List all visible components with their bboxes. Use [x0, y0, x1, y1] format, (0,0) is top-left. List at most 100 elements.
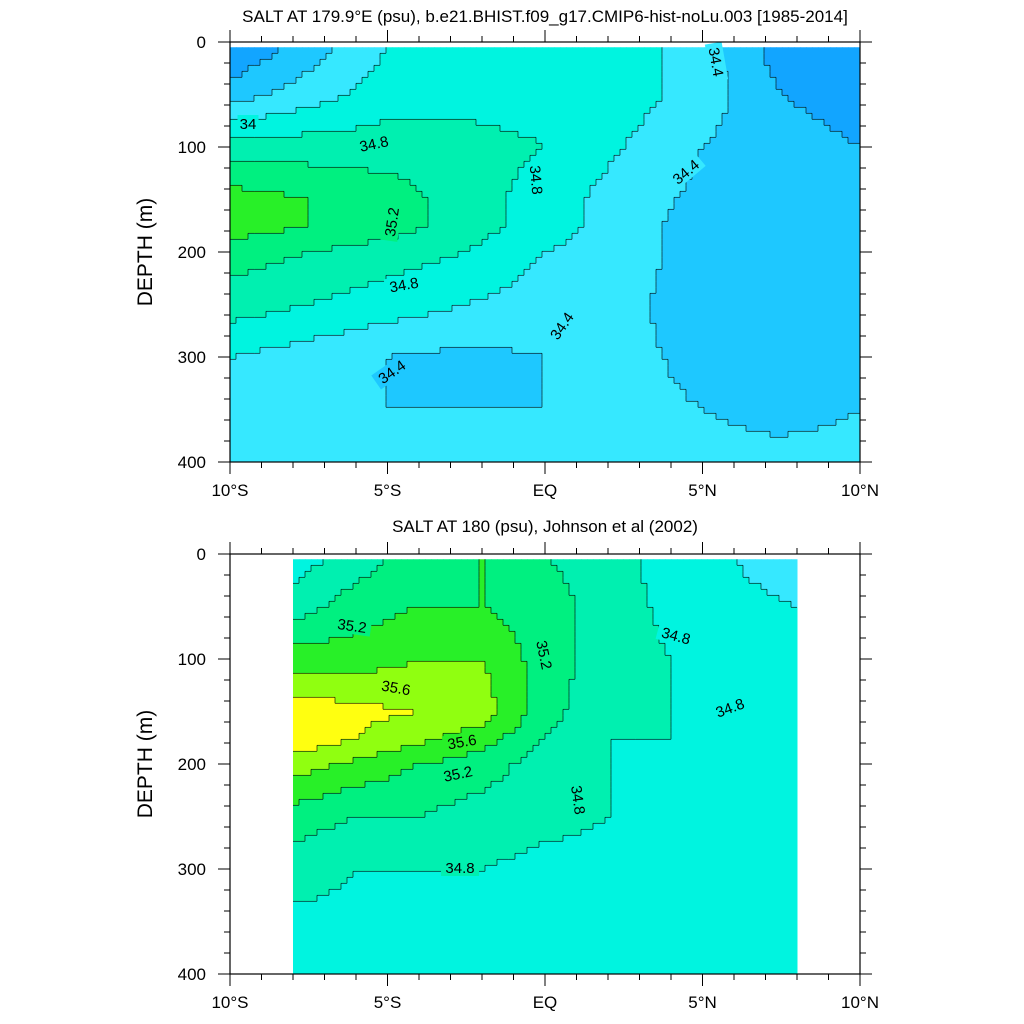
salinity-cell — [578, 293, 585, 300]
salinity-cell — [626, 215, 633, 222]
salinity-cell — [542, 209, 549, 216]
salinity-cell — [656, 197, 663, 204]
salinity-cell — [848, 251, 855, 258]
salinity-cell — [260, 221, 267, 228]
salinity-cell — [770, 221, 777, 228]
salinity-cell — [470, 191, 477, 198]
salinity-cell — [500, 101, 507, 108]
salinity-cell — [752, 137, 759, 144]
salinity-cell — [620, 275, 627, 282]
salinity-cell — [674, 107, 681, 114]
salinity-cell — [644, 125, 651, 132]
salinity-cell — [314, 203, 321, 210]
salinity-cell — [794, 53, 801, 60]
salinity-cell — [776, 83, 783, 90]
salinity-cell — [818, 131, 825, 138]
salinity-cell — [722, 263, 729, 270]
salinity-cell — [716, 233, 723, 240]
salinity-cell — [296, 77, 303, 84]
salinity-cell — [242, 71, 249, 78]
salinity-cell — [272, 77, 279, 84]
salinity-cell — [602, 197, 609, 204]
salinity-cell — [506, 293, 513, 300]
salinity-cell — [530, 119, 537, 126]
salinity-cell — [446, 65, 453, 72]
salinity-cell — [296, 287, 303, 294]
salinity-cell — [482, 251, 489, 258]
salinity-cell — [590, 233, 597, 240]
salinity-cell — [422, 89, 429, 96]
salinity-cell — [314, 245, 321, 252]
salinity-cell — [524, 323, 531, 330]
salinity-cell — [704, 281, 711, 288]
salinity-cell — [422, 77, 429, 84]
salinity-cell — [548, 227, 555, 234]
salinity-cell — [722, 53, 729, 60]
salinity-cell — [338, 257, 345, 264]
salinity-cell — [788, 323, 795, 330]
salinity-cell — [746, 167, 753, 174]
salinity-cell — [296, 131, 303, 138]
salinity-cell — [638, 83, 645, 90]
salinity-cell — [680, 239, 687, 246]
salinity-cell — [386, 155, 393, 162]
salinity-cell — [434, 125, 441, 132]
salinity-cell — [590, 227, 597, 234]
salinity-cell — [260, 137, 267, 144]
salinity-cell — [512, 107, 519, 114]
salinity-cell — [692, 149, 699, 156]
salinity-cell — [428, 149, 435, 156]
salinity-cell — [428, 161, 435, 168]
salinity-cell — [854, 179, 861, 186]
salinity-cell — [656, 203, 663, 210]
salinity-cell — [296, 155, 303, 162]
salinity-cell — [284, 233, 291, 240]
salinity-cell — [656, 89, 663, 96]
salinity-cell — [350, 221, 357, 228]
salinity-cell — [272, 209, 279, 216]
salinity-cell — [662, 53, 669, 60]
salinity-cell — [554, 191, 561, 198]
salinity-cell — [692, 233, 699, 240]
salinity-cell — [368, 203, 375, 210]
salinity-cell — [530, 143, 537, 150]
salinity-cell — [788, 119, 795, 126]
salinity-cell — [326, 161, 333, 168]
salinity-cell — [734, 167, 741, 174]
salinity-cell — [446, 113, 453, 120]
salinity-cell — [452, 137, 459, 144]
salinity-cell — [764, 287, 771, 294]
salinity-cell — [770, 323, 777, 330]
salinity-cell — [770, 215, 777, 222]
salinity-cell — [296, 191, 303, 198]
salinity-cell — [302, 257, 309, 264]
salinity-cell — [374, 269, 381, 276]
salinity-cell — [488, 77, 495, 84]
salinity-cell — [686, 251, 693, 258]
salinity-cell — [344, 209, 351, 216]
salinity-cell — [674, 239, 681, 246]
salinity-cell — [692, 293, 699, 300]
salinity-cell — [560, 209, 567, 216]
salinity-cell — [254, 47, 261, 54]
salinity-cell — [458, 209, 465, 216]
salinity-cell — [644, 191, 651, 198]
salinity-cell — [794, 131, 801, 138]
salinity-cell — [344, 239, 351, 246]
salinity-cell — [470, 227, 477, 234]
salinity-cell — [374, 203, 381, 210]
salinity-cell — [320, 71, 327, 78]
salinity-cell — [608, 293, 615, 300]
salinity-cell — [392, 305, 399, 312]
salinity-cell — [518, 257, 525, 264]
salinity-cell — [314, 323, 321, 330]
salinity-cell — [842, 47, 849, 54]
salinity-cell — [722, 47, 729, 54]
salinity-cell — [692, 83, 699, 90]
salinity-cell — [572, 143, 579, 150]
salinity-cell — [638, 173, 645, 180]
salinity-cell — [512, 149, 519, 156]
salinity-cell — [794, 203, 801, 210]
salinity-cell — [668, 263, 675, 270]
salinity-cell — [830, 311, 837, 318]
